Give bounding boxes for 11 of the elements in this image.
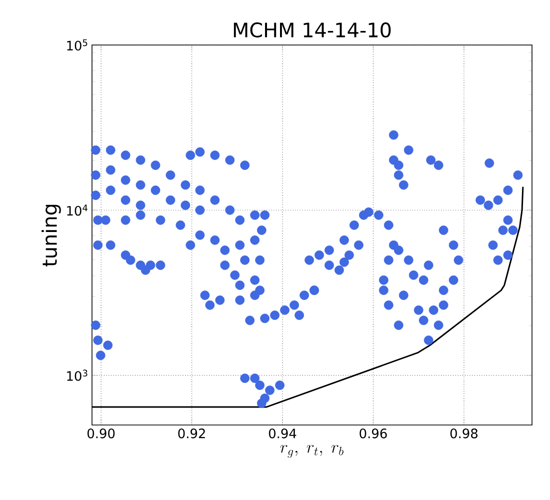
x-tick-label: 0.90 xyxy=(88,428,115,438)
y-axis-title: tuning xyxy=(42,204,61,266)
x-tick-label: 0.98 xyxy=(450,428,478,438)
x-tick-label: 0.92 xyxy=(178,428,205,438)
x-axis-title: $r_g,\; r_t,\; r_b$ xyxy=(280,444,344,458)
y-tick-label: 10$^{5}$ xyxy=(67,39,88,51)
x-tick-label: 0.94 xyxy=(268,428,296,438)
y-tick-label: 10$^{4}$ xyxy=(67,204,88,216)
x-tick-label: 0.96 xyxy=(360,428,387,438)
chart-title: MCHM 14-14-10 xyxy=(234,22,391,38)
y-tick-label: 10$^{3}$ xyxy=(67,370,88,381)
